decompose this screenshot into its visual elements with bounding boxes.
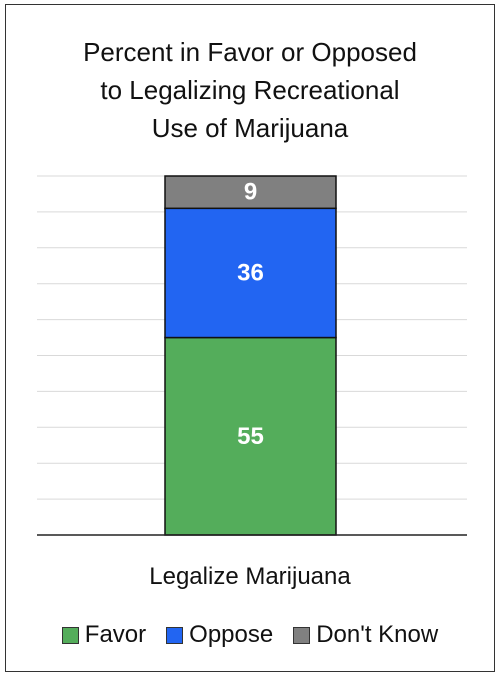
bar-segment-don-t-know <box>164 175 337 210</box>
data-label-oppose: 36 <box>237 259 264 286</box>
legend-item-oppose: Oppose <box>166 621 273 649</box>
bar-segment-favor <box>164 336 337 536</box>
data-label-don-t-know: 9 <box>244 179 257 206</box>
legend-label-oppose: Oppose <box>189 621 274 648</box>
legend-swatch-oppose <box>166 626 184 644</box>
category-label: Legalize Marijuana <box>149 563 351 590</box>
legend-swatch-favor <box>61 626 79 644</box>
legend-label-dont-know: Don't Know <box>316 621 439 648</box>
chart-plot-area: 55 36 9 <box>37 175 467 536</box>
legend-swatch-dont-know <box>293 626 311 644</box>
data-label-favor: 55 <box>237 423 264 450</box>
legend: Favor Oppose Don't Know <box>6 621 494 649</box>
chart-title: Percent in Favor or Opposed to Legalizin… <box>83 37 417 143</box>
chart-frame: Percent in Favor or Opposed to Legalizin… <box>5 4 495 672</box>
bar-segment-oppose <box>164 207 337 339</box>
legend-item-dont-know: Don't Know <box>293 621 438 649</box>
legend-label-favor: Favor <box>84 621 147 648</box>
bars: 55 36 9 <box>164 175 337 536</box>
legend-item-favor: Favor <box>61 621 147 649</box>
